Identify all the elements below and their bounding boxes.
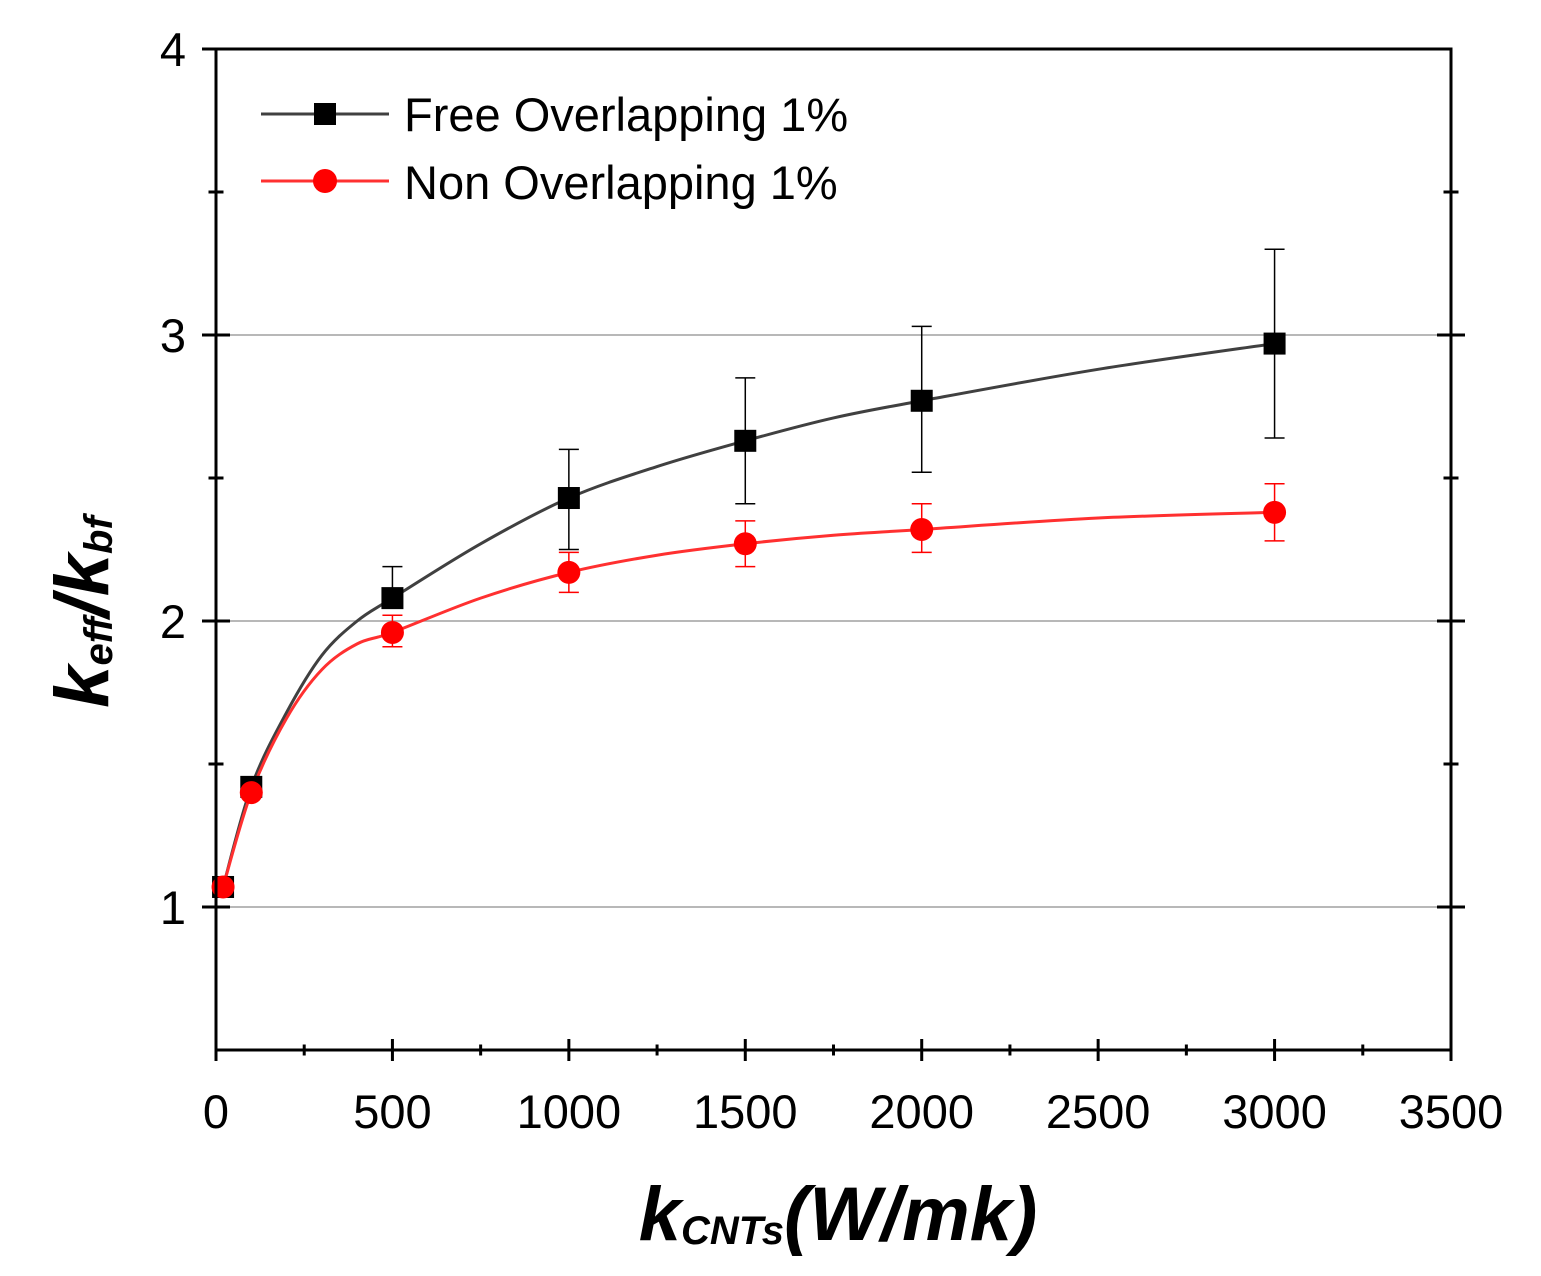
x-tick-label-1500: 1500 — [693, 1085, 798, 1138]
legend-marker-circle — [313, 169, 337, 193]
x-axis-title-tail: (W/mk) — [784, 1172, 1037, 1257]
data-point-non-overlapping-3000 — [1263, 500, 1287, 524]
x-tick-label-3000: 3000 — [1222, 1085, 1327, 1138]
axis-ticks — [202, 47, 1465, 1061]
x-axis-title: kCNTs(W/mk) — [639, 1172, 1038, 1257]
data-point-non-overlapping-2000 — [910, 517, 934, 541]
x-tick-label-3500: 3500 — [1399, 1085, 1504, 1138]
fit-curves — [221, 342, 1275, 888]
legend-marker-square — [314, 103, 336, 125]
y-axis-title-sub2: bf — [77, 513, 121, 554]
gridlines — [216, 334, 1451, 908]
data-point-free-overlapping-1000 — [557, 487, 580, 510]
y-tick-label-2: 2 — [160, 595, 186, 648]
data-point-free-overlapping-3000 — [1263, 332, 1286, 355]
y-axis-title: keff/kbf — [40, 513, 125, 708]
y-axis-title-sub1: eff — [77, 614, 121, 666]
x-axis-title-main: k — [639, 1172, 685, 1257]
data-point-non-overlapping-100 — [239, 781, 263, 805]
y-tick-label-3: 3 — [160, 309, 186, 362]
data-point-non-overlapping-500 — [380, 620, 404, 644]
legend-label-free-overlapping: Free Overlapping 1% — [404, 88, 848, 141]
x-axis-title-sub: CNTs — [681, 1209, 784, 1253]
x-tick-label-1000: 1000 — [517, 1085, 622, 1138]
data-point-non-overlapping-1500 — [733, 532, 757, 556]
data-markers — [211, 332, 1287, 899]
y-tick-label-4: 4 — [160, 23, 186, 76]
tick-labels: 0 500 1000 1500 2000 2500 3000 3500 1 2 3 4 — [160, 23, 1503, 1138]
y-axis-title-part1: k — [40, 662, 125, 708]
fit-curve-non-overlapping — [221, 510, 1275, 888]
data-point-free-overlapping-1500 — [734, 429, 757, 452]
x-tick-label-2000: 2000 — [869, 1085, 974, 1138]
legend: Free Overlapping 1% Non Overlapping 1% — [261, 88, 848, 209]
x-tick-label-0: 0 — [203, 1085, 229, 1138]
legend-label-non-overlapping: Non Overlapping 1% — [404, 156, 838, 209]
data-point-non-overlapping-1000 — [557, 560, 581, 584]
y-axis-title-part2: k — [40, 550, 125, 596]
data-point-free-overlapping-2000 — [910, 389, 933, 412]
x-tick-label-500: 500 — [353, 1085, 431, 1138]
fit-curve-free-overlapping — [221, 342, 1275, 888]
y-tick-label-1: 1 — [160, 881, 186, 934]
x-tick-label-2500: 2500 — [1046, 1085, 1151, 1138]
data-point-free-overlapping-500 — [381, 587, 404, 610]
